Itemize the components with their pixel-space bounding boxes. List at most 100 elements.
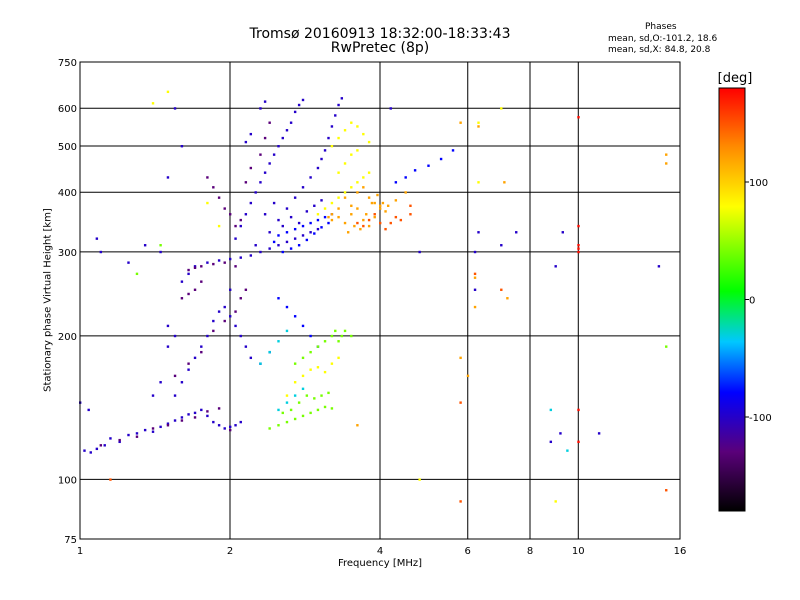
x-axis-ticks: 1 2 4 6 8 10 16 [77,546,687,557]
data-point [293,417,297,421]
data-point [217,310,221,313]
data-point [297,103,301,107]
data-points [79,90,668,503]
data-point [281,224,284,228]
colorbar-tick-label: -100 [749,413,772,424]
data-point [343,329,347,333]
data-point [206,176,209,179]
data-point [350,334,353,338]
data-point [180,280,184,283]
data-point [337,340,340,343]
data-point [473,272,477,276]
data-point [384,227,387,231]
data-point [212,420,215,424]
data-point [350,213,353,216]
data-point [281,411,284,415]
data-point [362,218,365,222]
data-point [293,227,297,231]
data-point [244,345,248,348]
data-point [327,391,330,395]
data-point [323,340,327,343]
data-point [277,297,280,300]
data-point [103,444,106,447]
data-point [309,411,312,415]
data-point [187,413,190,416]
data-point [173,394,177,397]
data-point [187,362,190,365]
data-point [268,247,271,250]
data-point [244,288,248,291]
data-point [118,438,121,442]
data-point [356,181,359,184]
data-point [330,125,334,128]
data-point [373,201,376,205]
data-point [477,181,480,184]
data-point [277,408,280,412]
data-point [301,374,305,378]
data-point [559,432,562,435]
data-point [327,221,330,225]
data-point [330,201,334,205]
data-point [166,424,170,427]
y-axis-ticks: 75 100 200 300 400 500 600 750 [58,58,77,546]
data-point [151,427,155,430]
data-point [234,237,237,240]
data-point [337,136,340,140]
data-point [272,153,276,156]
data-point [379,204,382,207]
data-point [356,221,359,225]
data-point [263,213,267,216]
data-point [327,215,330,219]
data-point [309,176,312,179]
data-point [500,107,503,110]
data-point [87,408,90,412]
data-point [180,144,184,148]
data-point [503,181,506,184]
data-point [293,196,297,199]
data-point [477,121,480,124]
data-point [334,114,337,117]
data-point [249,201,253,205]
data-point [293,362,297,365]
data-point [356,424,359,427]
data-point [289,215,293,219]
data-point [577,116,580,119]
data-point [337,196,340,199]
data-point [143,244,147,247]
data-point [285,394,289,397]
data-point [577,244,580,247]
data-point [285,401,289,404]
data-point [83,449,86,452]
data-point [301,186,305,189]
data-point [268,231,271,234]
data-point [143,428,147,432]
data-point [320,226,323,229]
data-point [206,410,209,413]
data-point [285,129,289,132]
data-point [127,433,130,437]
data-point [200,408,203,412]
data-point [330,407,334,410]
data-point [473,305,477,309]
data-point [373,213,376,216]
data-point [330,218,334,222]
data-point [249,254,253,257]
data-point [657,265,661,268]
data-point [459,500,462,503]
data-point [665,489,668,492]
data-point [313,232,316,235]
data-point [259,181,262,184]
data-point [229,425,232,429]
data-point [285,329,289,333]
data-point [350,153,353,156]
data-point [293,237,297,240]
data-point [249,132,253,136]
data-point [259,107,262,110]
data-point [293,394,297,397]
data-point [330,213,334,216]
data-point [151,102,155,105]
data-point [244,213,248,216]
data-point [217,407,221,410]
data-point [337,171,340,174]
